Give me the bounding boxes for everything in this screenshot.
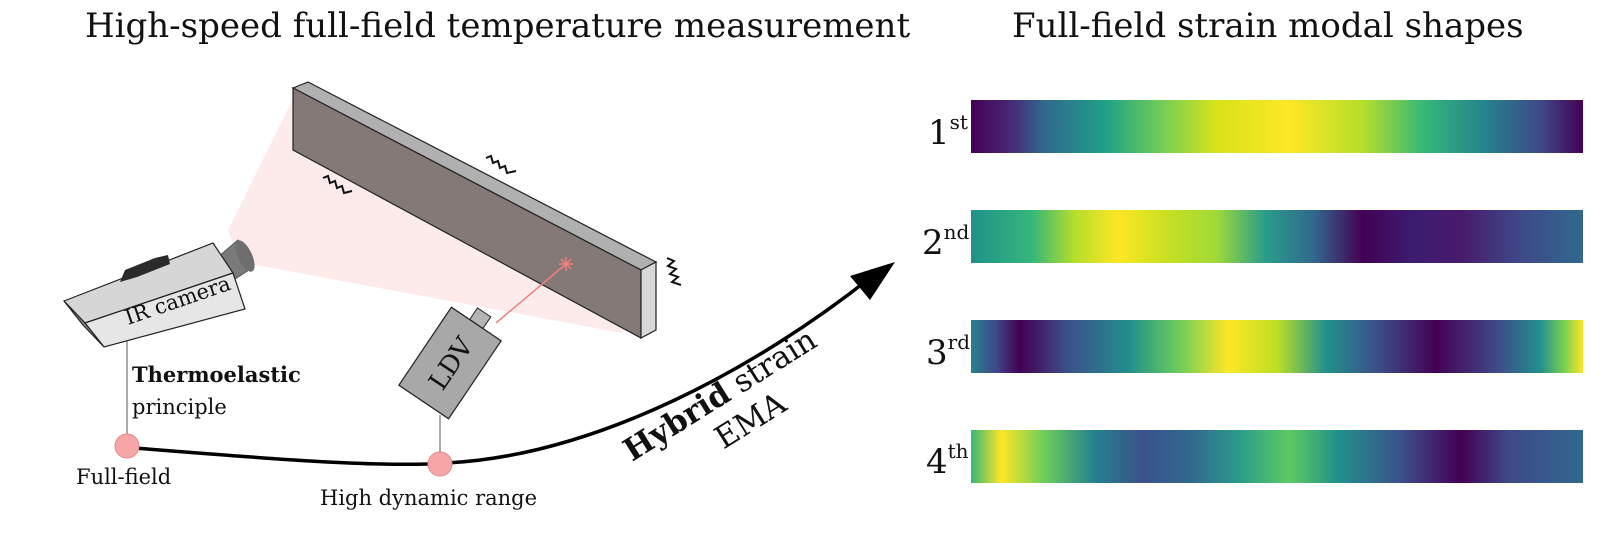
test-beam (291, 81, 658, 340)
laser-target-star (559, 257, 573, 271)
vibration-mark-1 (322, 174, 353, 195)
mode-1-label: 1st (928, 110, 968, 153)
hybrid-arrow (134, 276, 872, 467)
mode-3-row: 3rd (926, 320, 1583, 373)
full-field-label: Full-field (76, 465, 171, 489)
mode-1-row: 1st (928, 100, 1583, 153)
ldv-body (398, 306, 502, 420)
diagram-title-right: Full-field strain modal shapes (1012, 6, 1524, 46)
mode-4-row: 4th (926, 430, 1583, 483)
dynamic-range-marker (427, 451, 453, 477)
mode-2-row: 2nd (922, 210, 1583, 263)
svg-text:Hybridstrain: Hybridstrain (617, 321, 823, 468)
laser-beam (495, 263, 567, 324)
ldv-device: LDV (398, 306, 502, 420)
mode-4-label: 4th (926, 439, 969, 482)
vibration-mark-2 (485, 154, 517, 175)
hybrid-arrowhead (850, 262, 895, 300)
modal-shapes: 1st 2nd 3rd 4th (922, 100, 1583, 483)
mode-3-label: 3rd (926, 330, 970, 373)
beam-end-face (640, 261, 657, 339)
vibration-marks (322, 154, 682, 286)
principle-bold-label: Thermoelastic (132, 362, 301, 387)
camera-lens-rim (235, 240, 255, 272)
vibration-mark-3 (666, 257, 682, 286)
camera-side-face (63, 300, 105, 348)
ir-camera: IR camera (62, 239, 255, 348)
full-field-marker (114, 433, 140, 459)
mode-4-strip (971, 430, 1583, 483)
dynamic-range-label: High dynamic range (320, 486, 537, 510)
principle-label: principle (132, 395, 227, 419)
mode-3-strip (971, 320, 1583, 373)
mode-2-label: 2nd (922, 220, 970, 263)
diagram-title-left: High-speed full-field temperature measur… (85, 6, 911, 46)
mode-2-strip (971, 210, 1583, 263)
mode-1-strip (971, 100, 1583, 153)
camera-handle (120, 255, 170, 282)
